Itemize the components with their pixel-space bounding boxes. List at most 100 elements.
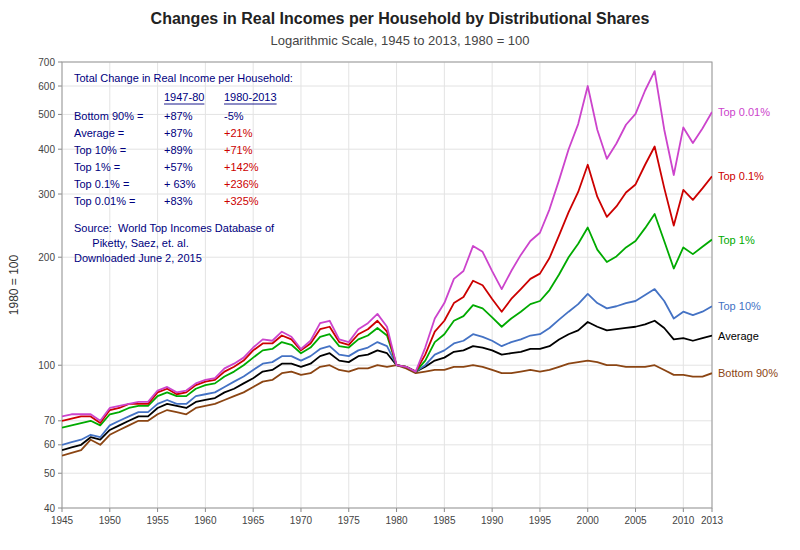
annotation-row-value: +71% xyxy=(224,144,253,156)
tick-label-y: 40 xyxy=(44,503,56,514)
annotation-row-value: +236% xyxy=(224,178,259,190)
tick-x xyxy=(62,508,63,512)
series-label: Bottom 90% xyxy=(718,367,778,379)
tick-label-y: 70 xyxy=(44,415,56,426)
plot-frame xyxy=(62,62,712,508)
annotation-row-value: +325% xyxy=(224,195,259,207)
annotation-underline xyxy=(224,104,277,105)
tick-y xyxy=(58,114,62,115)
grid-line-y xyxy=(62,420,712,421)
tick-label-x: 1975 xyxy=(338,515,361,526)
annotation-column: 1980-2013 xyxy=(224,91,277,103)
grid-line-x xyxy=(300,62,301,508)
series-line xyxy=(62,214,712,428)
annotation-column: 1947-80 xyxy=(164,91,204,103)
grid xyxy=(62,62,712,508)
series-label: Top 1% xyxy=(718,234,755,246)
tick-x xyxy=(348,508,349,512)
tick-y xyxy=(58,365,62,366)
annotation-source: Source: World Top Incomes Database of xyxy=(74,222,275,234)
grid-line-x xyxy=(205,62,206,508)
tick-label-y: 300 xyxy=(38,189,55,200)
grid-line-x xyxy=(539,62,540,508)
series-line xyxy=(62,147,712,424)
tick-x xyxy=(635,508,636,512)
tick-x xyxy=(683,508,684,512)
tick-label-x: 1950 xyxy=(99,515,122,526)
tick-x xyxy=(492,508,493,512)
title: Changes in Real Incomes per Household by… xyxy=(151,10,650,27)
tick-label-x: 2005 xyxy=(624,515,647,526)
grid-line-y xyxy=(62,114,712,115)
tick-x xyxy=(205,508,206,512)
tick-label-x: 1980 xyxy=(385,515,408,526)
tick-x xyxy=(253,508,254,512)
annotation-row-label: Bottom 90% = xyxy=(74,110,143,122)
tick-y xyxy=(58,473,62,474)
tick-x xyxy=(300,508,301,512)
annotation-source: Downloaded June 2, 2015 xyxy=(74,252,202,264)
tick-x xyxy=(712,508,713,512)
tick-y xyxy=(58,62,62,63)
tick-label-y: 60 xyxy=(44,439,56,450)
annotation-row-label: Average = xyxy=(74,127,124,139)
tick-y xyxy=(58,444,62,445)
grid-line-y xyxy=(62,194,712,195)
annotation-row-value: +83% xyxy=(164,195,193,207)
annotation-row-value: +87% xyxy=(164,110,193,122)
series-label: Top 0.1% xyxy=(718,170,764,182)
annotation-row-value: -5% xyxy=(224,110,244,122)
tick-label-y: 500 xyxy=(38,109,55,120)
series-line xyxy=(62,289,712,445)
chart: Changes in Real Incomes per Household by… xyxy=(0,0,800,550)
grid-line-x xyxy=(348,62,349,508)
grid-line-x xyxy=(157,62,158,508)
annotation-row-value: + 63% xyxy=(164,178,196,190)
tick-label-x: 1985 xyxy=(433,515,456,526)
tick-label-x: 1970 xyxy=(290,515,313,526)
annotation: Total Change in Real Income per Househol… xyxy=(74,72,293,264)
tick-label-y: 600 xyxy=(38,81,55,92)
annotation-row-value: +142% xyxy=(224,161,259,173)
tick-y xyxy=(58,420,62,421)
grid-line-x xyxy=(492,62,493,508)
tick-label-x: 1955 xyxy=(146,515,169,526)
tick-label-y: 200 xyxy=(38,252,55,263)
tick-x xyxy=(444,508,445,512)
grid-line-y xyxy=(62,473,712,474)
tick-x xyxy=(109,508,110,512)
annotation-row-value: +89% xyxy=(164,144,193,156)
tick-y xyxy=(58,149,62,150)
axes: 4050607010020030040050060070019451950195… xyxy=(38,57,723,527)
series-label: Top 10% xyxy=(718,300,761,312)
series-label: Average xyxy=(718,330,759,342)
tick-label-y: 400 xyxy=(38,144,55,155)
series-labels: Bottom 90%AverageTop 10%Top 1%Top 0.1%To… xyxy=(718,106,778,379)
annotation-row-label: Top 10% = xyxy=(74,144,126,156)
annotation-source: Piketty, Saez, et. al. xyxy=(74,237,189,249)
tick-y xyxy=(58,86,62,87)
tick-label-x: 1990 xyxy=(481,515,504,526)
tick-x xyxy=(157,508,158,512)
annotation-row-label: Top 1% = xyxy=(74,161,120,173)
tick-label-x: 1995 xyxy=(529,515,552,526)
grid-line-x xyxy=(253,62,254,508)
grid-line-y xyxy=(62,149,712,150)
grid-line-y xyxy=(62,86,712,87)
annotation-row-label: Top 0.1% = xyxy=(74,178,129,190)
tick-x xyxy=(539,508,540,512)
tick-x xyxy=(587,508,588,512)
tick-y xyxy=(58,508,62,509)
annotation-row-value: +57% xyxy=(164,161,193,173)
tick-y xyxy=(58,257,62,258)
tick-label-x: 2000 xyxy=(577,515,600,526)
tick-x xyxy=(396,508,397,512)
annotation-heading: Total Change in Real Income per Househol… xyxy=(74,72,293,84)
tick-label-y: 50 xyxy=(44,468,56,479)
annotation-underline xyxy=(164,104,204,105)
tick-label-x: 2013 xyxy=(701,515,724,526)
annotation-row-label: Top 0.01% = xyxy=(74,195,135,207)
grid-line-x xyxy=(635,62,636,508)
tick-label-x: 1965 xyxy=(242,515,265,526)
subtitle: Logarithmic Scale, 1945 to 2013, 1980 = … xyxy=(270,33,529,48)
